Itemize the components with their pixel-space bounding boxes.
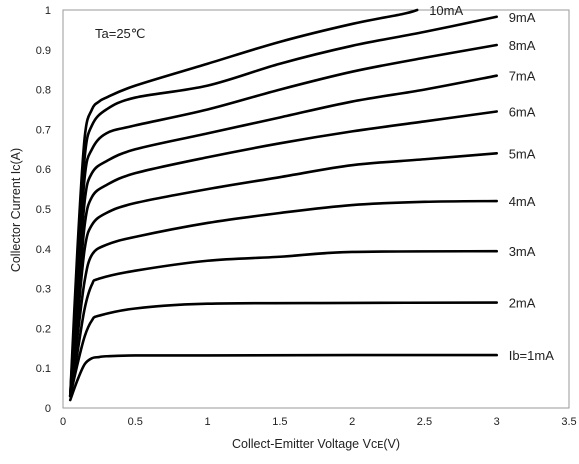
- x-tick-label: 2.5: [417, 416, 432, 428]
- y-tick-label: 0.4: [36, 244, 51, 256]
- y-tick-label: 0.2: [36, 323, 51, 335]
- labels-layer: Ib=1mA 2mA 3mA 4mA 5mA 6mA 7mA 8mA 9mA 10mA: [429, 3, 554, 363]
- y-tick-label: 0.1: [36, 363, 51, 375]
- curve-label-4ma: 4mA: [509, 194, 536, 209]
- x-axis-title: Collect-Emitter Voltage Vᴄᴇ(V): [232, 437, 400, 451]
- x-tick-label: 0.5: [128, 416, 143, 428]
- curve-10ma: [68, 8, 419, 398]
- curve-label-9ma: 9mA: [509, 10, 536, 25]
- x-tick-label: 0: [60, 416, 66, 428]
- x-tick-label: 1: [205, 416, 211, 428]
- curve-label-6ma: 6mA: [509, 104, 536, 119]
- curve-3ma: [68, 249, 499, 398]
- y-tick-label: 0.6: [36, 164, 51, 176]
- x-tick-label: 3.5: [561, 416, 576, 428]
- curve-label-ib-1ma: Ib=1mA: [509, 348, 554, 363]
- y-tick-label: 0.3: [36, 284, 51, 296]
- curves-layer: [68, 8, 499, 402]
- curve-2ma: [68, 301, 499, 398]
- y-tick-label: 0.7: [36, 124, 51, 136]
- curve-label-10ma: 10mA: [429, 3, 463, 18]
- curve-5ma: [68, 151, 499, 398]
- plot-frame: [62, 9, 570, 409]
- curve-ib-1ma: [68, 353, 499, 402]
- x-tick-label: 2: [349, 416, 355, 428]
- curve-label-3ma: 3mA: [509, 244, 536, 259]
- y-tick-label: 0.9: [36, 45, 51, 57]
- y-tick-label: 1: [45, 5, 51, 17]
- curve-label-2ma: 2mA: [509, 296, 536, 311]
- x-tick-label: 1.5: [272, 416, 287, 428]
- y-tick-label: 0: [45, 403, 51, 415]
- axes-layer: 0 0.1 0.2 0.3 0.4 0.5 0.6 0.7 0.8 0.9 1 0 0.5 1 1.5 2 2.…: [36, 5, 577, 428]
- curve-label-8ma: 8mA: [509, 38, 536, 53]
- y-tick-label: 0.8: [36, 85, 51, 97]
- temperature-annotation: Ta=25℃: [95, 26, 145, 41]
- y-tick-label: 0.5: [36, 204, 51, 216]
- curve-4ma: [68, 199, 499, 398]
- curve-label-5ma: 5mA: [509, 146, 536, 161]
- x-tick-label: 3: [494, 416, 500, 428]
- curve-label-7ma: 7mA: [509, 69, 536, 84]
- y-axis-title: Collector Current Ic(A): [9, 148, 23, 272]
